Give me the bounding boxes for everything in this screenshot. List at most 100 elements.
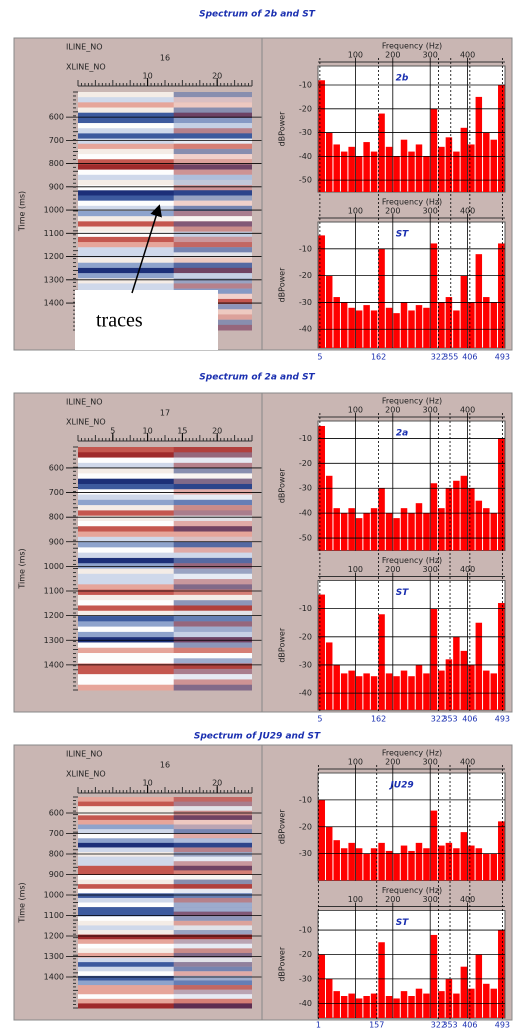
- spectrum-bar: [318, 799, 325, 881]
- seismic-patch: [173, 143, 252, 150]
- iline-label: ILINE_NO: [66, 750, 103, 759]
- freq-tick-label: 100: [348, 207, 363, 216]
- seismic-band: [78, 616, 252, 622]
- seismic-band: [78, 975, 252, 981]
- spectrum-bar: [348, 508, 355, 551]
- spectrum-bar: [378, 248, 385, 348]
- seismic-band: [78, 966, 252, 972]
- freq-label: Frequency (Hz): [382, 749, 442, 758]
- spectrum-bar: [423, 307, 430, 348]
- spectrum-bar: [423, 673, 430, 710]
- seismic-patch: [173, 515, 252, 522]
- spectrum-bar: [318, 594, 325, 710]
- section-x-tick-label: 20: [212, 427, 222, 436]
- spectrum-bar: [333, 991, 340, 1018]
- seismic-patch: [173, 1003, 252, 1009]
- freq-tick-label: 300: [423, 207, 438, 216]
- spectrum-bar: [325, 132, 333, 192]
- seismic-band: [78, 943, 252, 949]
- spectrum-name: 2b: [396, 74, 409, 84]
- freq-label: Frequency (Hz): [382, 42, 442, 51]
- section-y-tick-label: 1200: [44, 932, 64, 941]
- seismic-patch: [173, 994, 252, 1000]
- section-y-tick-label: 900: [49, 537, 64, 546]
- spectrum-bar: [363, 673, 370, 710]
- spectrum-bar: [475, 622, 483, 710]
- seismic-band: [78, 457, 252, 464]
- seismic-patch: [173, 815, 252, 821]
- power-tick-label: -30: [299, 484, 312, 493]
- seismic-band: [78, 205, 252, 212]
- freq-tick-label: 100: [348, 565, 363, 574]
- section-x-tick-label: 10: [143, 779, 153, 788]
- seismic-patch: [173, 852, 252, 858]
- section-y-tick-label: 800: [49, 513, 64, 522]
- spectrum-bar: [438, 508, 445, 551]
- seismic-band: [78, 515, 252, 522]
- seismic-patch: [173, 242, 252, 248]
- section-y-tick-label: 1200: [44, 252, 64, 261]
- seismic-patch: [173, 684, 252, 691]
- seismic-band: [78, 536, 252, 543]
- seismic-band: [78, 133, 252, 140]
- power-label: dBPower: [278, 267, 287, 302]
- power-tick-label: -40: [299, 689, 312, 698]
- seismic-band: [78, 200, 252, 207]
- seismic-patch: [173, 133, 252, 140]
- spectrum-bar: [453, 993, 460, 1018]
- seismic-band: [78, 994, 252, 1000]
- spectrum-bar: [430, 483, 438, 551]
- spectrum-bar: [385, 673, 393, 710]
- seismic-patch: [173, 962, 252, 968]
- seismic-patch: [173, 879, 252, 885]
- seismic-band: [78, 952, 252, 959]
- seismic-band: [78, 824, 252, 830]
- seismic-patch: [173, 893, 252, 899]
- seismic-band: [78, 815, 252, 821]
- seismic-band: [78, 216, 252, 222]
- seismic-band: [78, 195, 252, 202]
- freq-tick-label: 400: [460, 895, 475, 904]
- freq-tick-label: 300: [423, 895, 438, 904]
- spectrum-name: ST: [396, 230, 409, 240]
- section-y-label: Time (ms): [18, 548, 27, 589]
- seismic-patch: [173, 195, 252, 202]
- seismic-band: [78, 631, 252, 638]
- seismic-band: [78, 584, 252, 591]
- marker-label: 353: [442, 1021, 457, 1030]
- section-x-tick-label: 10: [143, 72, 153, 81]
- seismic-patch: [173, 948, 252, 954]
- spectrum-bar: [400, 845, 408, 881]
- section-y-tick-label: 600: [49, 463, 64, 472]
- spectrum-bar: [490, 139, 498, 192]
- power-tick-label: -40: [299, 509, 312, 518]
- seismic-patch: [173, 505, 252, 511]
- seismic-band: [78, 852, 252, 858]
- section-y-tick-label: 700: [49, 136, 64, 145]
- spectrum-name: ST: [396, 588, 409, 598]
- seismic-patch: [173, 273, 252, 279]
- seismic-patch: [173, 457, 252, 464]
- seismic-band: [78, 520, 252, 527]
- section-y-tick-label: 900: [49, 182, 64, 191]
- seismic-band: [78, 684, 252, 691]
- spectrum-bar: [445, 137, 453, 192]
- iline-label: ILINE_NO: [66, 43, 103, 52]
- seismic-patch: [173, 884, 252, 890]
- freq-tick-label: 200: [385, 895, 400, 904]
- seismic-patch: [173, 797, 252, 803]
- seismic-patch: [173, 499, 252, 506]
- spectrum-bar: [498, 85, 505, 192]
- spectrum-bar: [363, 996, 370, 1018]
- spectrum-bar: [498, 243, 505, 348]
- seismic-band: [78, 483, 252, 490]
- section-y-tick-label: 800: [49, 850, 64, 859]
- seismic-band: [78, 861, 252, 867]
- spectrum-bar: [408, 151, 415, 192]
- spectrum-bar: [370, 151, 378, 192]
- seismic-band: [78, 107, 252, 114]
- freq-tick-label: 300: [423, 406, 438, 415]
- seismic-band: [78, 159, 252, 165]
- seismic-patch: [173, 483, 252, 490]
- seismic-patch: [173, 138, 252, 145]
